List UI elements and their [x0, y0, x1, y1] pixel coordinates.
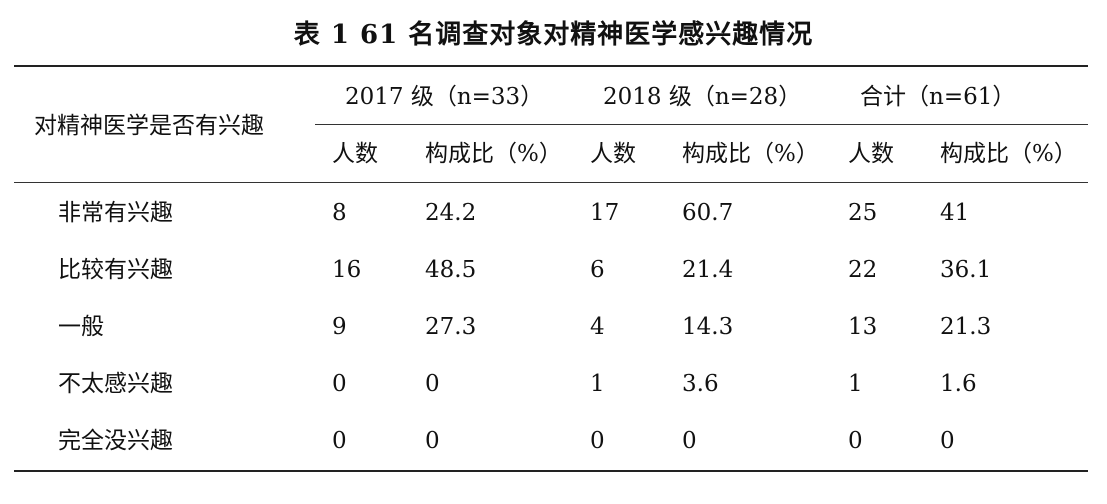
table-cell: 17	[590, 200, 620, 226]
table-cell: 0	[332, 371, 347, 397]
subheader-count-2017: 人数	[332, 141, 378, 167]
table-cell: 6	[590, 257, 605, 283]
table-cell: 22	[848, 257, 878, 283]
table-cell: 0	[682, 428, 697, 454]
table-cell: 48.5	[425, 257, 477, 283]
table-cell: 27.3	[425, 314, 477, 340]
subheader-ratio-2017: 构成比（%）	[425, 141, 562, 167]
table-cell: 0	[332, 428, 347, 454]
subheader-count-2018: 人数	[590, 141, 636, 167]
table-cell: 21.4	[682, 257, 734, 283]
table-cell: 13	[848, 314, 878, 340]
bottom-rule	[14, 470, 1088, 472]
table-cell: 0	[425, 371, 440, 397]
table-title: 表 1 61 名调查对象对精神医学感兴趣情况	[293, 20, 814, 50]
table-cell: 9	[332, 314, 347, 340]
table-cell: 1.6	[940, 371, 977, 397]
row-label: 比较有兴趣	[58, 257, 173, 283]
row-label-header: 对精神医学是否有兴趣	[34, 113, 264, 139]
table-cell: 0	[590, 428, 605, 454]
table-cell: 4	[590, 314, 605, 340]
table-cell: 1	[590, 371, 605, 397]
table-cell: 14.3	[682, 314, 734, 340]
top-rule	[14, 65, 1088, 67]
row-label: 一般	[58, 314, 104, 340]
table-cell: 60.7	[682, 200, 734, 226]
subheader-ratio-2018: 构成比（%）	[682, 141, 819, 167]
table-cell: 41	[940, 200, 970, 226]
group-header-2017: 2017 级（n=33）	[345, 84, 544, 110]
table-cell: 36.1	[940, 257, 992, 283]
table-cell: 1	[848, 371, 863, 397]
table-cell: 0	[425, 428, 440, 454]
table-cell: 25	[848, 200, 878, 226]
subheader-ratio-total: 构成比（%）	[940, 141, 1077, 167]
group-header-2018: 2018 级（n=28）	[603, 84, 802, 110]
group-header-rule	[315, 124, 1088, 125]
table-cell: 3.6	[682, 371, 719, 397]
row-label: 不太感兴趣	[58, 371, 173, 397]
table-cell: 24.2	[425, 200, 477, 226]
group-header-total: 合计（n=61）	[860, 84, 1016, 110]
table-cell: 0	[848, 428, 863, 454]
table-cell: 8	[332, 200, 347, 226]
table-cell: 16	[332, 257, 362, 283]
row-label: 完全没兴趣	[58, 428, 173, 454]
table-cell: 21.3	[940, 314, 992, 340]
subheader-count-total: 人数	[848, 141, 894, 167]
header-bottom-rule	[14, 182, 1088, 183]
row-label: 非常有兴趣	[58, 200, 173, 226]
table-cell: 0	[940, 428, 955, 454]
